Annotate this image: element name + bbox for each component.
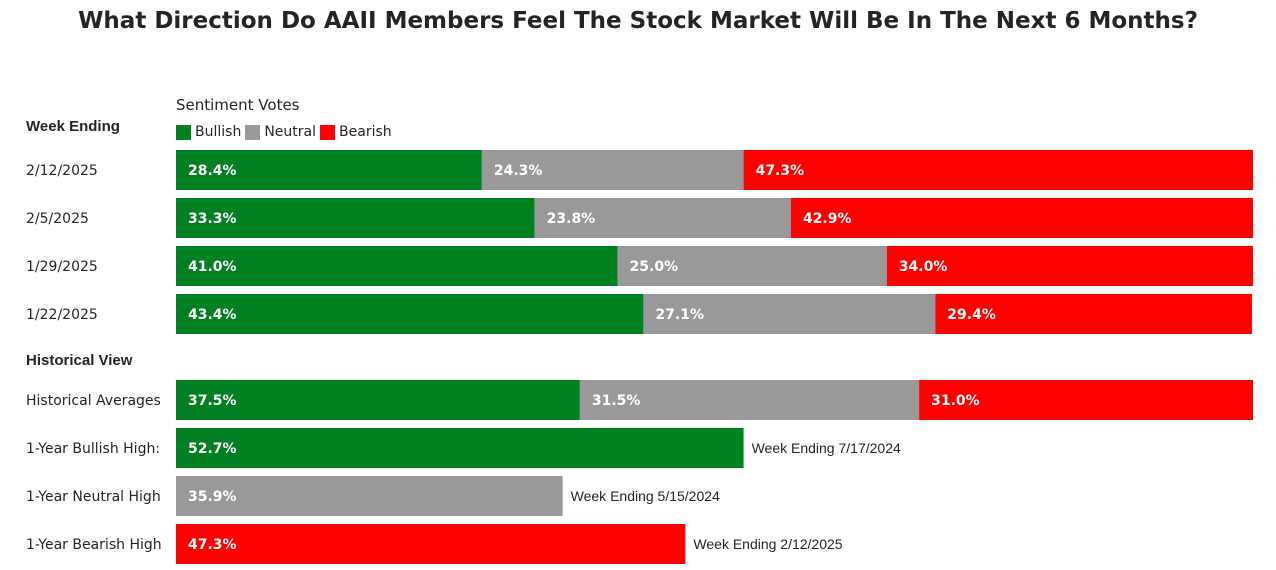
legend-label-bearish: Bearish bbox=[339, 124, 392, 140]
data-label-bearish-1-year-bearish-high: 47.3% bbox=[188, 537, 237, 553]
data-label-neutral-1-29-2025: 25.0% bbox=[630, 259, 679, 275]
data-label-bullish-2-5-2025: 33.3% bbox=[188, 211, 237, 227]
legend-swatch-bullish bbox=[176, 124, 191, 140]
bar-bullish-1-year-bullish-high[interactable] bbox=[176, 428, 744, 468]
chart-title: What Direction Do AAII Members Feel The … bbox=[78, 8, 1198, 34]
section-heading-historical-view: Historical View bbox=[26, 352, 133, 369]
bar-bullish-1-29-2025[interactable] bbox=[176, 246, 618, 286]
legend-item-neutral[interactable]: Neutral bbox=[245, 124, 316, 140]
bar-neutral-2-5-2025[interactable] bbox=[534, 198, 791, 238]
bar-bearish-2-5-2025[interactable] bbox=[790, 198, 1253, 238]
data-label-neutral-1-22-2025: 27.1% bbox=[655, 307, 704, 323]
bar-bullish-1-22-2025[interactable] bbox=[176, 294, 644, 334]
section-heading-week-ending: Week Ending bbox=[26, 118, 120, 135]
legend-item-bearish[interactable]: Bearish bbox=[320, 124, 392, 140]
legend-label-bullish: Bullish bbox=[195, 124, 242, 140]
data-label-bearish-historical-averages: 31.0% bbox=[931, 393, 980, 409]
row-label-2-12-2025: 2/12/2025 bbox=[26, 163, 98, 179]
bar-bearish-2-12-2025[interactable] bbox=[743, 150, 1253, 190]
bar-bullish-historical-averages[interactable] bbox=[176, 380, 580, 420]
bar-neutral-1-22-2025[interactable] bbox=[643, 294, 936, 334]
bar-bullish-2-5-2025[interactable] bbox=[176, 198, 535, 238]
data-label-bearish-1-22-2025: 29.4% bbox=[947, 307, 996, 323]
bar-bearish-1-year-bearish-high[interactable] bbox=[176, 524, 686, 564]
legend-title: Sentiment Votes bbox=[176, 96, 300, 114]
bar-neutral-historical-averages[interactable] bbox=[579, 380, 920, 420]
data-label-neutral-2-5-2025: 23.8% bbox=[547, 211, 596, 227]
bar-neutral-2-12-2025[interactable] bbox=[481, 150, 744, 190]
row-label-historical-averages: Historical Averages bbox=[26, 393, 161, 409]
data-label-bullish-2-12-2025: 28.4% bbox=[188, 163, 237, 179]
bar-neutral-1-year-neutral-high[interactable] bbox=[176, 476, 563, 516]
data-label-neutral-2-12-2025: 24.3% bbox=[494, 163, 543, 179]
row-label-1-22-2025: 1/22/2025 bbox=[26, 307, 98, 323]
data-label-bearish-2-5-2025: 42.9% bbox=[803, 211, 852, 227]
note-1-year-bullish-high: Week Ending 7/17/2024 bbox=[752, 440, 901, 456]
bar-bearish-1-22-2025[interactable] bbox=[935, 294, 1252, 334]
legend-swatch-neutral bbox=[245, 124, 261, 140]
legend: Bullish Neutral Bearish bbox=[176, 124, 396, 140]
data-label-neutral-historical-averages: 31.5% bbox=[592, 393, 641, 409]
row-label-2-5-2025: 2/5/2025 bbox=[26, 211, 89, 227]
row-label-1-29-2025: 1/29/2025 bbox=[26, 259, 98, 275]
row-label-1-year-bullish-high: 1-Year Bullish High: bbox=[26, 441, 160, 457]
data-label-bullish-1-29-2025: 41.0% bbox=[188, 259, 237, 275]
row-label-1-year-neutral-high: 1-Year Neutral High bbox=[26, 489, 161, 505]
data-label-bullish-1-year-bullish-high: 52.7% bbox=[188, 441, 237, 457]
legend-swatch-bearish bbox=[320, 124, 336, 140]
data-label-neutral-1-year-neutral-high: 35.9% bbox=[188, 489, 237, 505]
bar-bearish-historical-averages[interactable] bbox=[919, 380, 1253, 420]
bar-bearish-1-29-2025[interactable] bbox=[886, 246, 1253, 286]
legend-label-neutral: Neutral bbox=[264, 124, 317, 140]
data-label-bearish-2-12-2025: 47.3% bbox=[756, 163, 805, 179]
bar-neutral-1-29-2025[interactable] bbox=[617, 246, 887, 286]
data-label-bearish-1-29-2025: 34.0% bbox=[899, 259, 948, 275]
bar-bullish-2-12-2025[interactable] bbox=[176, 150, 482, 190]
data-label-bullish-historical-averages: 37.5% bbox=[188, 393, 237, 409]
data-label-bullish-1-22-2025: 43.4% bbox=[188, 307, 237, 323]
legend-item-bullish[interactable]: Bullish bbox=[176, 124, 241, 140]
note-1-year-neutral-high: Week Ending 5/15/2024 bbox=[571, 488, 720, 504]
row-label-1-year-bearish-high: 1-Year Bearish High bbox=[26, 537, 162, 553]
note-1-year-bearish-high: Week Ending 2/12/2025 bbox=[693, 536, 842, 552]
